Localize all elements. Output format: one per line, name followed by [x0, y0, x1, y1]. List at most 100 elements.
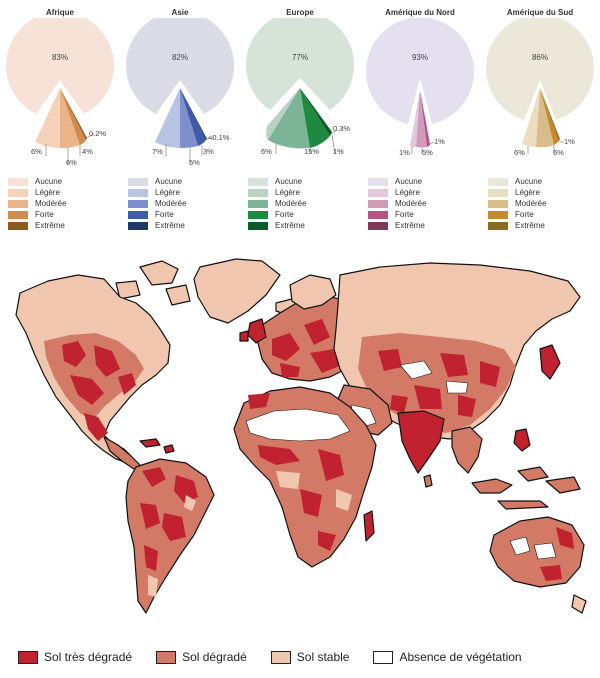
australia-no-vegetation: [509, 536, 557, 560]
sri-lanka: [423, 474, 433, 488]
legend-row: Extrême: [128, 220, 187, 231]
pie-main-label: 86%: [532, 53, 548, 62]
slice-moderee: [268, 88, 310, 149]
pie-title: Amérique du Sud: [506, 8, 574, 17]
pie-chart: 93% 1% 5% 1%: [366, 18, 474, 157]
legend-row: Extrême: [248, 220, 307, 231]
legend-swatch: [128, 221, 148, 230]
slice-legere: [266, 88, 300, 140]
southeast-asia: [451, 426, 483, 474]
greenland: [193, 258, 281, 324]
pie-amerique-du-sud: Amérique du Sud 86% 1% 6% 6% Aucune Légè…: [480, 0, 600, 240]
slice-label: 1%: [434, 137, 445, 146]
legend-row: Modérée: [128, 198, 187, 209]
scandinavia: [289, 274, 337, 310]
pie-main-label: 83%: [52, 53, 68, 62]
legend-row: Légère: [8, 187, 67, 198]
legend-item-stable: Sol stable: [270, 650, 349, 664]
legend-swatch: [8, 221, 28, 230]
pie-legend: Aucune Légère Modérée Forte Extrême: [8, 176, 67, 231]
legend-label: Forte: [515, 210, 534, 219]
madagascar: [363, 510, 375, 542]
legend-swatch: [128, 199, 148, 208]
legend-swatch: [248, 199, 268, 208]
legend-item-degraded: Sol dégradé: [156, 650, 247, 664]
sa-very-degraded: [140, 467, 198, 571]
india: [397, 410, 445, 474]
legend-label: Aucune: [155, 177, 183, 186]
slice-extreme: [540, 88, 560, 141]
slice-aucune: [366, 18, 474, 124]
africa-very-degraded: [248, 393, 344, 551]
pie-title: Amérique du Nord: [385, 8, 455, 17]
legend-swatch: [248, 210, 268, 219]
slice-label: <0.1%: [208, 133, 230, 142]
australia-very-degraded: [540, 527, 574, 581]
slice-aucune: [126, 18, 234, 114]
legend-label: Modérée: [155, 199, 187, 208]
legend-label: Extrême: [155, 221, 185, 230]
slice-label: 0.2%: [89, 129, 106, 138]
slice-label: 5%: [189, 158, 200, 167]
legend-row: Légère: [488, 187, 547, 198]
slice-label: 1%: [399, 148, 410, 157]
slice-label: 4%: [82, 147, 93, 156]
europe-very-degraded: [272, 319, 342, 377]
slice-label: 3%: [203, 147, 214, 156]
legend-row: Légère: [128, 187, 187, 198]
legend-row: Aucune: [128, 176, 187, 187]
legend-label: Forte: [395, 210, 414, 219]
slice-extreme: [420, 90, 430, 145]
legend-item-very-degraded: Sol très dégradé: [18, 650, 132, 664]
pie-legend: Aucune Légère Modérée Forte Extrême: [488, 176, 547, 231]
legend-label: Modérée: [395, 199, 427, 208]
slice-label: 6%: [514, 148, 525, 157]
pie-chart: 77% 0.3% 1% 15% 6%: [246, 18, 354, 156]
slice-label: 0.3%: [333, 124, 350, 133]
slice-extreme: [300, 88, 332, 136]
slice-forte: [420, 90, 430, 147]
legend-label: Légère: [395, 188, 420, 197]
slice-forte: [60, 88, 86, 145]
slice-label: 1%: [333, 147, 344, 156]
slice-forte: [300, 88, 330, 148]
legend-label: Légère: [155, 188, 180, 197]
pie-main-label: 77%: [292, 53, 308, 62]
legend-row: Extrême: [488, 220, 547, 231]
indonesia: [471, 466, 581, 510]
legend-swatch: [248, 177, 268, 186]
slice-forte: [540, 88, 559, 145]
slice-aucune: [6, 18, 114, 114]
legend-label: Aucune: [275, 177, 303, 186]
legend-swatch: [368, 199, 388, 208]
sahara-no-vegetation: [245, 408, 351, 442]
legend-label: Aucune: [35, 177, 63, 186]
slice-label: 1%: [564, 137, 575, 146]
legend-label: Sol dégradé: [182, 650, 247, 664]
slice-label: 6%: [553, 148, 564, 157]
legend-row: Forte: [8, 209, 67, 220]
legend-label: Légère: [275, 188, 300, 197]
uk-ireland: [239, 318, 267, 344]
legend-label: Forte: [275, 210, 294, 219]
legend-row: Forte: [248, 209, 307, 220]
africa-stable: [276, 471, 352, 511]
na-very-degraded: [62, 341, 136, 441]
legend-swatch: [248, 188, 268, 197]
legend-swatch: [488, 188, 508, 197]
legend-row: Forte: [128, 209, 187, 220]
legend-swatch: [8, 177, 28, 186]
legend-row: Aucune: [368, 176, 427, 187]
pie-legend: Aucune Légère Modérée Forte Extrême: [368, 176, 427, 231]
legend-label: Sol très dégradé: [44, 650, 133, 664]
legend-label: Absence de végétation: [399, 650, 522, 664]
philippines: [513, 428, 531, 452]
legend-row: Aucune: [488, 176, 547, 187]
pie-afrique: Afrique 83% 0.2% 4% 6% 6% Aucune Légère …: [0, 0, 120, 240]
legend-swatch: [128, 210, 148, 219]
legend-label: Légère: [515, 188, 540, 197]
pie-amerique-du-nord: Amérique du Nord 93% 1% 5% 1% Aucune Lég…: [360, 0, 480, 240]
slice-label: 6%: [261, 147, 272, 156]
legend-row: Forte: [488, 209, 547, 220]
legend-row: Légère: [368, 187, 427, 198]
